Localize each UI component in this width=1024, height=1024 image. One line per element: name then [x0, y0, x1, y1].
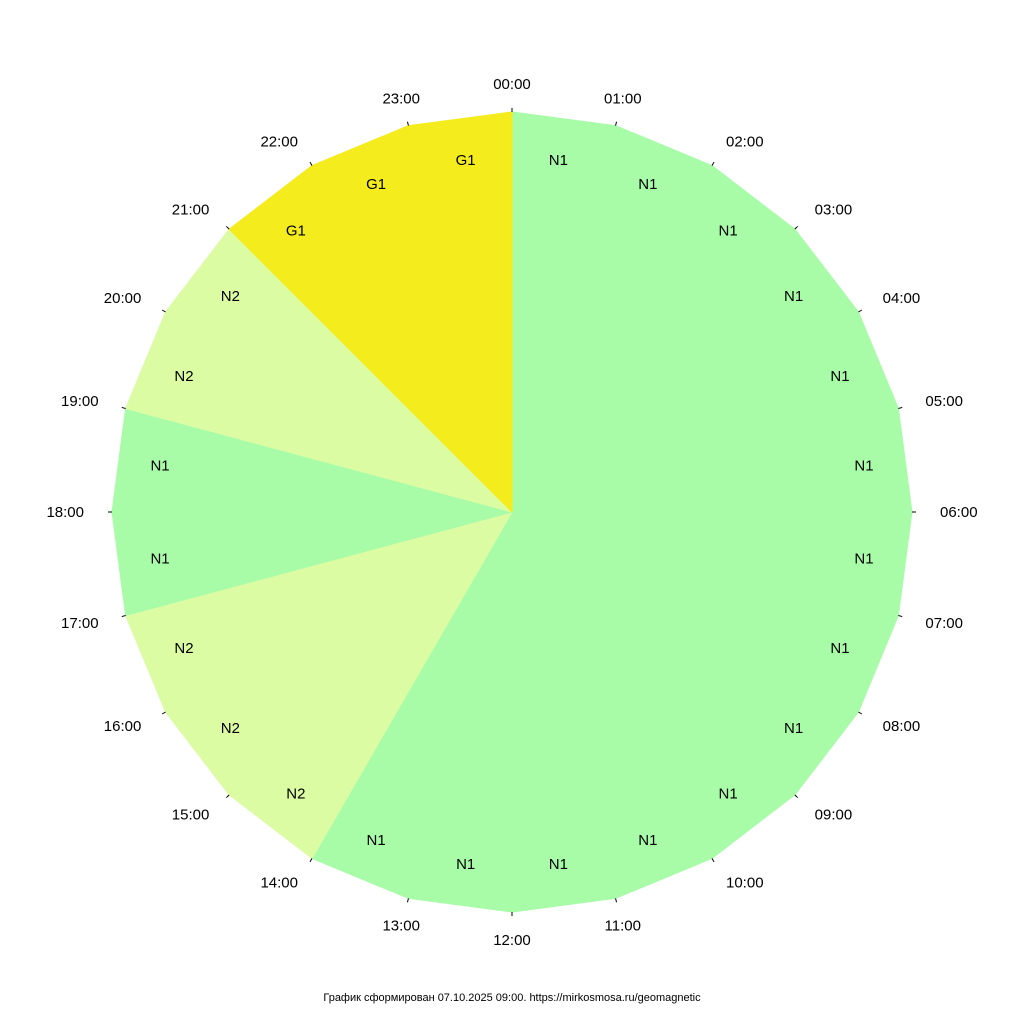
chart-sectors	[111, 111, 913, 913]
tick-1500	[225, 794, 230, 799]
tick-1600	[161, 711, 166, 715]
tick-1300	[406, 898, 409, 903]
level-label-0400: N1	[830, 368, 849, 385]
hour-label-1200: 12:00	[493, 932, 531, 949]
tick-2200	[309, 161, 313, 166]
hour-label-1100: 11:00	[605, 917, 641, 934]
tick-2100	[225, 225, 230, 230]
hour-label-2200: 22:00	[260, 133, 298, 150]
hour-label-1900: 19:00	[61, 393, 99, 410]
hour-label-2300: 23:00	[382, 91, 420, 108]
level-label-0100: N1	[638, 176, 657, 193]
hour-label-1500: 15:00	[172, 807, 210, 824]
level-label-2300: G1	[456, 152, 476, 169]
level-label-0000: N1	[549, 152, 568, 169]
level-label-1300: N1	[367, 832, 386, 849]
level-label-1800: N1	[150, 458, 169, 475]
hour-label-1600: 16:00	[104, 718, 142, 735]
chart-ticks	[108, 108, 916, 916]
tick-0800	[858, 711, 863, 715]
hour-label-2000: 20:00	[104, 290, 142, 307]
hour-label-1700: 17:00	[61, 615, 99, 632]
hour-label-1300: 13:00	[382, 917, 420, 934]
tick-0100	[615, 121, 618, 126]
hour-label-1000: 10:00	[726, 875, 764, 892]
hour-label-0200: 02:00	[726, 133, 764, 150]
level-label-1700: N1	[150, 550, 169, 567]
level-label-0700: N1	[830, 640, 849, 657]
level-label-1400: N2	[286, 786, 305, 803]
chart-level-labels: N1 N1 N1 N1 N1 N1 N1 N1 N1 N1 N1 N1 N1 N1 N2 N2 N2 N1 N1 N2…	[150, 152, 873, 873]
hour-label-1400: 14:00	[260, 875, 298, 892]
hour-label-0800: 08:00	[883, 718, 921, 735]
chart-hour-labels: 00:00 01:00 02:00 03:00 04:00 05:00 06:00 07:00…	[46, 76, 977, 949]
level-label-0600: N1	[854, 550, 873, 567]
tick-0400	[858, 309, 863, 313]
hour-label-2100: 21:00	[172, 201, 210, 218]
tick-1400	[309, 858, 313, 863]
tick-0300	[794, 225, 799, 230]
tick-0200	[711, 161, 715, 166]
level-label-0200: N1	[719, 222, 738, 239]
level-label-1900: N2	[174, 368, 193, 385]
hour-label-0600: 06:00	[940, 504, 978, 521]
tick-2000	[161, 309, 166, 313]
level-label-2100: G1	[286, 222, 306, 239]
chart-footer-note: График сформирован 07.10.2025 09:00. htt…	[323, 992, 701, 1004]
level-label-1000: N1	[638, 832, 657, 849]
level-label-1100: N1	[549, 856, 568, 873]
level-label-0900: N1	[719, 786, 738, 803]
level-label-1500: N2	[221, 720, 240, 737]
level-label-2000: N2	[221, 288, 240, 305]
tick-1000	[711, 858, 715, 863]
tick-0900	[794, 794, 799, 799]
tick-1700	[121, 615, 126, 618]
hour-label-0300: 03:00	[815, 201, 853, 218]
level-label-1200: N1	[456, 856, 475, 873]
level-label-2200: G1	[366, 176, 386, 193]
level-label-0300: N1	[784, 288, 803, 305]
hour-label-0700: 07:00	[925, 615, 963, 632]
tick-0700	[898, 615, 903, 618]
hour-label-0900: 09:00	[815, 807, 853, 824]
tick-0500	[898, 406, 903, 409]
level-label-1600: N2	[174, 640, 193, 657]
hour-label-1800: 18:00	[46, 504, 84, 521]
hour-label-0500: 05:00	[925, 393, 963, 410]
hour-label-0100: 01:00	[604, 91, 642, 108]
tick-1900	[121, 406, 126, 409]
sector-2300	[407, 111, 513, 513]
hour-label-0400: 04:00	[883, 290, 921, 307]
tick-1100	[615, 898, 618, 903]
level-label-0800: N1	[784, 720, 803, 737]
tick-2300	[406, 121, 409, 126]
level-label-0500: N1	[854, 458, 873, 475]
hour-label-0000: 00:00	[493, 76, 531, 93]
